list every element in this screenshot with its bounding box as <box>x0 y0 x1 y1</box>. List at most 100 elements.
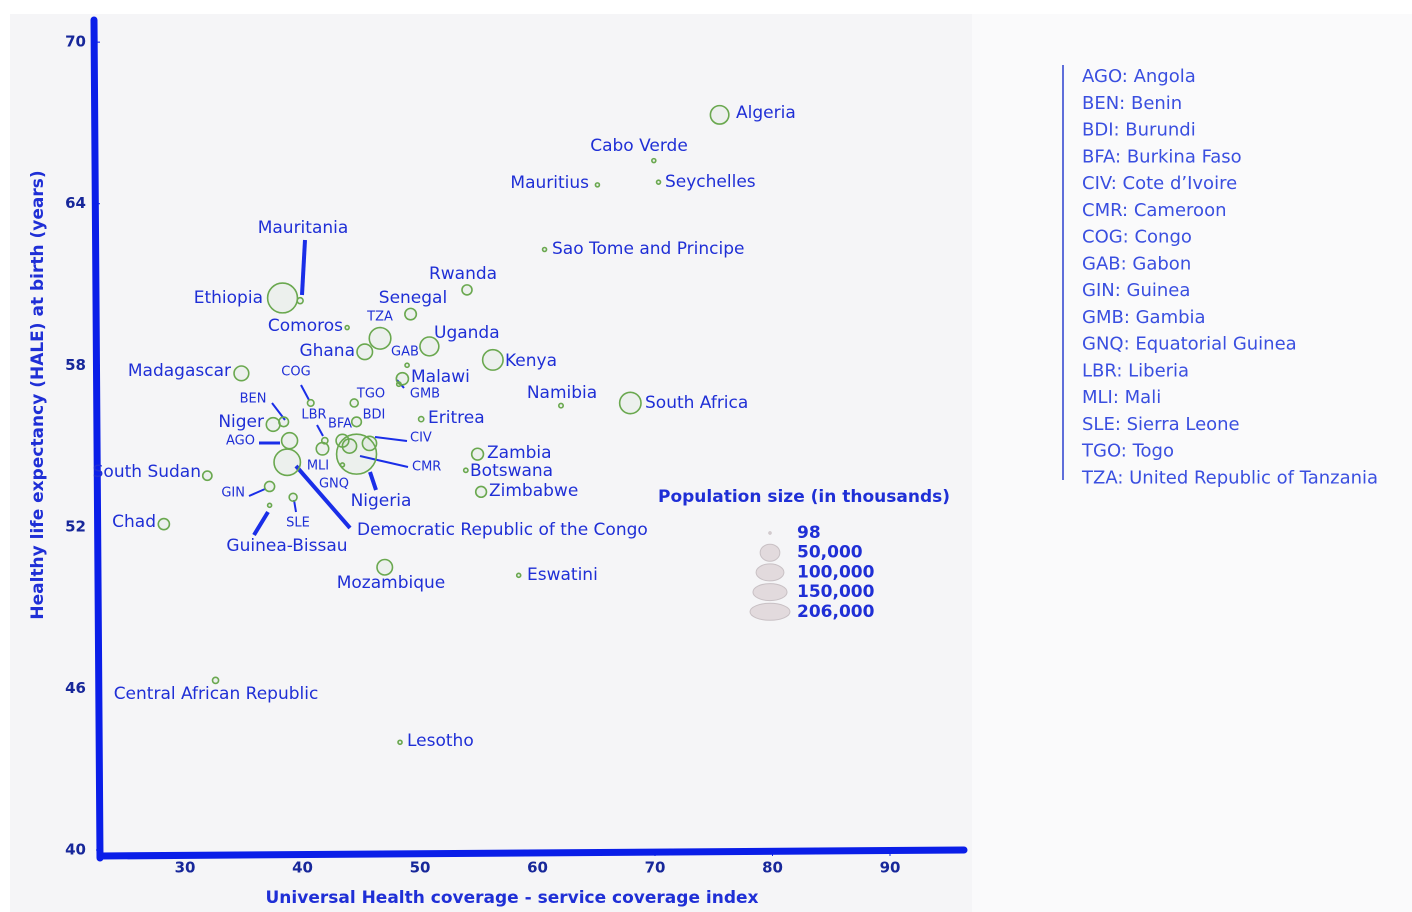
bubble <box>306 398 315 408</box>
bubble <box>233 365 250 382</box>
bubble <box>368 326 392 350</box>
leader-line <box>293 499 297 513</box>
point-label: Eswatini <box>527 565 598 585</box>
bubble <box>376 558 394 576</box>
leader-lines <box>248 239 409 537</box>
x-tick-label: 50 <box>410 859 431 877</box>
size-legend-symbol <box>749 602 791 621</box>
point-label: CIV <box>410 431 432 446</box>
point-label: Niger <box>218 412 264 432</box>
point-label: SLE <box>286 516 310 531</box>
size-legend-title: Population size (in thousands) <box>658 487 950 507</box>
leader-line <box>374 436 408 442</box>
point-label: TZA <box>366 310 393 325</box>
bubble <box>350 416 363 428</box>
bubble <box>618 391 642 415</box>
point-label: AGO <box>226 434 255 449</box>
bubble <box>341 438 358 454</box>
point-label: Chad <box>112 512 156 532</box>
point-label: Ethiopia <box>194 288 263 308</box>
y-tick-label: 70 <box>65 33 86 51</box>
point-label: Ghana <box>299 341 355 361</box>
leader-line <box>300 384 310 401</box>
bubble <box>201 470 213 482</box>
point-label: GIN <box>221 486 245 501</box>
bubble <box>404 307 418 321</box>
point-label: Mauritius <box>510 173 589 193</box>
abbreviation: BEN: Benin <box>1082 93 1182 114</box>
bubble <box>273 448 302 477</box>
plot-background <box>10 14 972 912</box>
x-tick-label: 60 <box>527 859 548 877</box>
size-legend-symbol <box>752 583 788 602</box>
point-label: Zimbabwe <box>489 481 578 501</box>
abbreviation: GMB: Gambia <box>1082 307 1206 328</box>
point-label: South Africa <box>645 393 748 413</box>
point-label: Kenya <box>505 351 557 371</box>
abbreviation: TZA: United Republic of Tanzania <box>1081 467 1378 488</box>
leader-line <box>248 488 266 497</box>
point-label: Zambia <box>487 443 552 463</box>
x-tick-label: 90 <box>880 859 901 877</box>
x-tick-label: 30 <box>175 859 196 877</box>
point-label: BDI <box>363 408 386 423</box>
point-label: COG <box>281 365 310 380</box>
leader-line <box>359 455 409 468</box>
bubble <box>481 348 504 371</box>
bubble <box>280 431 299 450</box>
point-label: Madagascar <box>128 361 231 381</box>
point-label: Seychelles <box>665 172 756 192</box>
bubble <box>557 402 564 409</box>
leader-line <box>300 239 307 296</box>
abbreviation: TGO: Togo <box>1081 441 1174 462</box>
abbreviation: BFA: Burkina Faso <box>1082 146 1242 167</box>
bubble <box>470 447 485 461</box>
leader-line <box>316 424 324 437</box>
size-legend-label: 206,000 <box>797 602 875 622</box>
abbreviation: CMR: Cameroon <box>1082 200 1226 221</box>
bubble <box>315 441 330 456</box>
abbreviation: COG: Congo <box>1082 227 1192 248</box>
point-label: Rwanda <box>429 264 497 284</box>
abbreviation: MLI: Mali <box>1082 387 1161 408</box>
side-background <box>972 14 1412 912</box>
x-axis <box>96 846 968 860</box>
abbreviation: CIV: Cote d’Ivoire <box>1082 173 1237 194</box>
size-legend-symbol <box>768 531 772 535</box>
bubble <box>541 246 548 253</box>
point-label: Senegal <box>379 288 447 308</box>
point-label: Malawi <box>411 367 470 387</box>
point-label: Cabo Verde <box>590 136 688 156</box>
abbreviation: GIN: Guinea <box>1082 280 1190 301</box>
bubble <box>395 381 402 388</box>
point-label: Algeria <box>736 103 796 123</box>
point-label: Uganda <box>434 323 500 343</box>
bubble <box>594 182 601 188</box>
point-label: Mozambique <box>337 573 446 593</box>
point-label: Namibia <box>527 383 597 403</box>
bubble <box>265 416 281 433</box>
point-label: TGO <box>356 387 385 402</box>
point-label: Botswana <box>470 461 553 481</box>
bubble <box>266 282 299 314</box>
bubble <box>397 739 403 746</box>
abbreviation: BDI: Burundi <box>1082 120 1196 141</box>
size-legend-symbol <box>755 563 785 582</box>
y-tick-label: 46 <box>65 679 86 697</box>
point-label: Central African Republic <box>114 684 319 704</box>
leader-line <box>368 471 378 491</box>
abbreviation: GAB: Gabon <box>1082 253 1191 274</box>
y-tick-label: 64 <box>65 194 86 212</box>
abbreviation: GNQ: Equatorial Guinea <box>1082 334 1297 355</box>
point-label: Comoros <box>268 316 343 336</box>
point-label: South Sudan <box>93 462 201 482</box>
bubble <box>419 336 440 357</box>
y-tick-label: 58 <box>65 356 86 374</box>
abbreviation: LBR: Liberia <box>1082 360 1189 381</box>
bubble <box>404 362 410 369</box>
leader-line <box>294 464 352 530</box>
bubble <box>651 157 657 164</box>
size-legend-label: 100,000 <box>797 562 875 582</box>
point-label: Guinea-Bissau <box>226 536 347 556</box>
